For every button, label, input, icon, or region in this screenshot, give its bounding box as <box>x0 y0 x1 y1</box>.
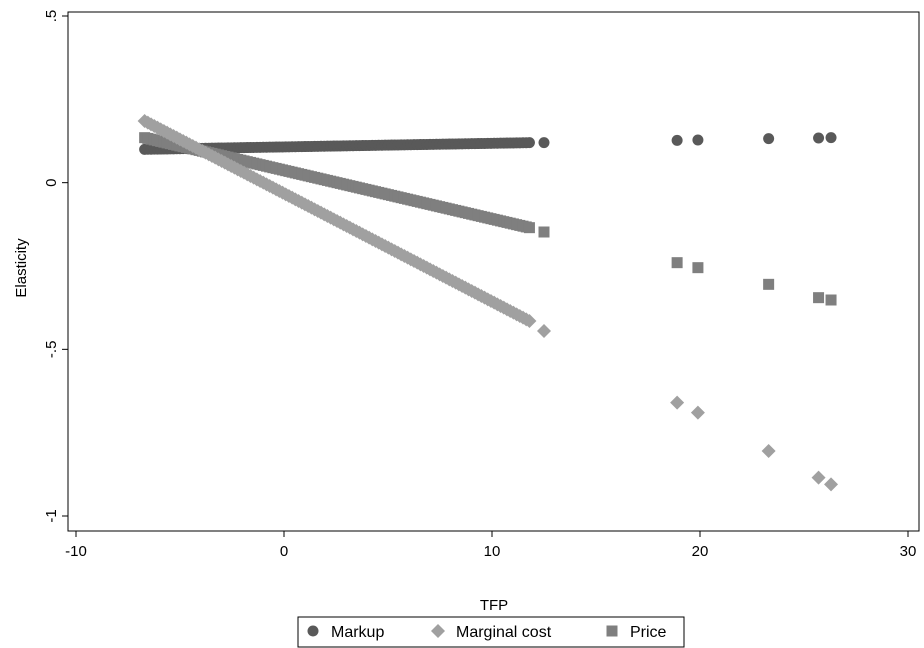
data-point <box>813 292 825 304</box>
x-tick-label: 20 <box>692 543 709 560</box>
legend-label: Marginal cost <box>456 624 552 641</box>
y-axis-title: Elasticity <box>13 238 30 298</box>
data-point <box>690 405 705 420</box>
legend-label: Price <box>630 624 667 641</box>
data-point <box>813 132 825 144</box>
legend-marker-marginal-cost <box>431 624 445 638</box>
x-tick-label: 30 <box>900 543 917 560</box>
legend-marker-price <box>606 625 618 637</box>
legend-frame <box>297 616 685 648</box>
y-axis: -1 -.5 0 .5 <box>43 10 68 523</box>
series-marginal-cost <box>137 114 839 492</box>
data-point <box>671 257 683 269</box>
y-tick-label: -.5 <box>43 341 60 359</box>
x-axis-title: TFP <box>480 597 508 614</box>
x-tick-label: -10 <box>65 543 87 560</box>
data-point <box>523 137 535 149</box>
data-point <box>825 294 837 306</box>
data-point <box>811 470 826 485</box>
data-point <box>538 137 550 149</box>
data-point <box>763 133 775 145</box>
data-point <box>537 324 551 338</box>
y-tick-label: -1 <box>43 509 60 522</box>
legend-marker-markup <box>307 625 319 637</box>
y-tick-label: .5 <box>43 10 60 23</box>
x-tick-label: 10 <box>484 543 501 560</box>
data-point <box>538 226 550 238</box>
plot-frame <box>67 11 920 532</box>
data-point <box>692 262 704 274</box>
data-point <box>692 134 704 146</box>
data-point <box>825 132 837 144</box>
data-point <box>670 395 685 410</box>
data-point <box>824 477 839 492</box>
data-point <box>763 278 775 290</box>
plot-area <box>67 11 920 532</box>
data-point <box>671 134 683 146</box>
data-point <box>522 314 537 328</box>
series-layer <box>137 114 839 492</box>
data-point <box>523 222 535 234</box>
legend: Markup Marginal cost Price <box>297 616 685 648</box>
legend-label: Markup <box>331 624 384 641</box>
x-axis: -10 0 10 20 30 <box>65 531 916 560</box>
y-tick-label: 0 <box>43 178 60 186</box>
x-tick-label: 0 <box>280 543 288 560</box>
data-point <box>761 444 776 458</box>
